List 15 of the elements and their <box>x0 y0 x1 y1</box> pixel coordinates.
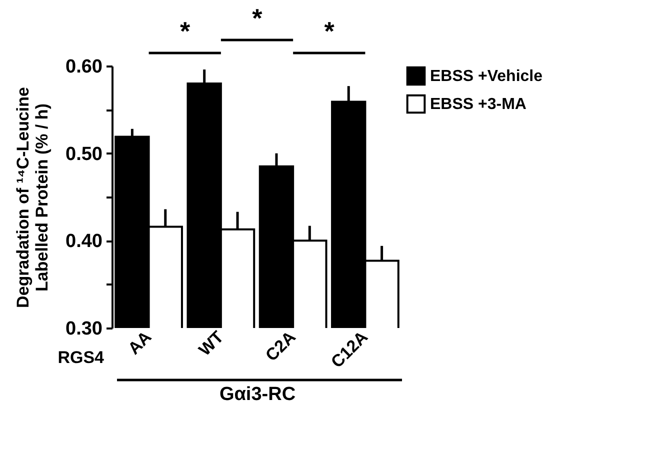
y-tick-label: 0.50 <box>66 144 102 165</box>
y-tick-label: 0.40 <box>66 231 102 252</box>
text: RGS4 <box>58 348 105 367</box>
x-tick-label: C2A <box>262 327 300 365</box>
x-tick-label: AA <box>124 327 156 358</box>
y-axis-title: Degradation of ¹⁴C-Leucine Labelled Protein (% / h) <box>14 87 52 308</box>
x-axis-title: Gαi3-RC <box>219 384 296 405</box>
legend-label: EBSS +Vehicle <box>430 68 543 85</box>
text: * <box>324 16 336 46</box>
y-tick-label: 0.60 <box>66 56 102 78</box>
x-tick-label: WT <box>195 327 228 360</box>
text: * <box>180 16 191 46</box>
legend-label: EBSS +3-MA <box>430 96 527 113</box>
y-tick-label: 0.30 <box>66 318 102 340</box>
text: * <box>252 3 264 33</box>
